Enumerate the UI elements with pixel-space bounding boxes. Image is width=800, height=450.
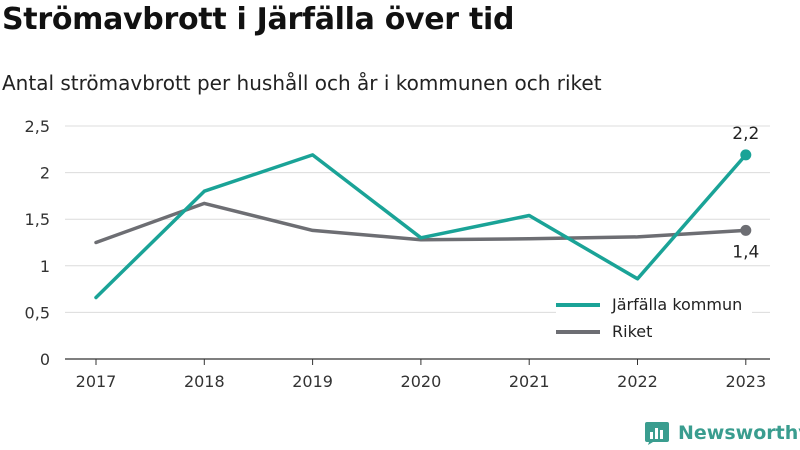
legend-swatch-riket — [556, 329, 600, 334]
chart-subtitle: Antal strömavbrott per hushåll och år i … — [2, 71, 602, 95]
series-line-jarfalla — [94, 153, 748, 300]
y-tick-label: 0 — [40, 350, 50, 369]
x-tick-label: 2018 — [184, 372, 225, 391]
x-tick-label: 2021 — [509, 372, 550, 391]
x-tick-label: 2020 — [401, 372, 442, 391]
y-tick-label: 1 — [40, 257, 50, 276]
legend-item-jarfalla: Järfälla kommun — [556, 291, 742, 318]
y-tick-label: 2 — [40, 164, 50, 183]
y-tick-label: 2,5 — [25, 117, 50, 136]
legend-item-riket: Riket — [556, 318, 742, 345]
end-label-riket: 1,4 — [732, 242, 759, 262]
legend-label-riket: Riket — [612, 322, 653, 341]
series-line-riket — [94, 201, 748, 245]
chart-title: Strömavbrott i Järfälla över tid — [2, 2, 515, 37]
y-tick-label: 0,5 — [25, 303, 50, 322]
x-tick-label: 2023 — [725, 372, 766, 391]
end-point-jarfalla — [740, 149, 752, 161]
x-tick-label: 2022 — [617, 372, 658, 391]
newsworthy-logo-icon — [645, 422, 669, 445]
legend-label-jarfalla: Järfälla kommun — [612, 295, 743, 314]
chart-legend: Järfälla kommun Riket — [556, 289, 753, 347]
end-point-riket — [740, 224, 752, 236]
x-tick-label: 2017 — [76, 372, 117, 391]
x-tick-label: 2019 — [292, 372, 333, 391]
legend-swatch-jarfalla — [556, 302, 600, 307]
newsworthy-logo: Newsworthy — [644, 420, 800, 446]
end-label-jarfalla: 2,2 — [732, 124, 759, 144]
y-tick-label: 1,5 — [25, 210, 50, 229]
newsworthy-logo-text: Newsworthy — [678, 422, 800, 444]
